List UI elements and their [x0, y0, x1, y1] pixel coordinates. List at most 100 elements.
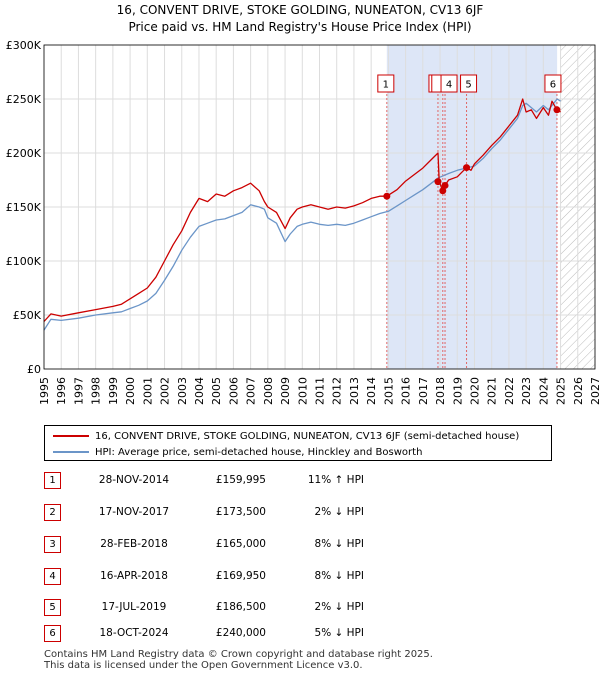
sale-number-badge: 5 [44, 599, 61, 616]
x-tick-label: 2008 [262, 377, 275, 405]
y-tick-label: £200K [6, 147, 42, 160]
sale-marker-box [440, 74, 458, 93]
y-tick-label: £100K [6, 255, 42, 268]
x-tick-label: 2027 [589, 377, 600, 405]
x-tick-label: 2020 [468, 377, 481, 405]
sale-row: 3 28-FEB-2018 £165,000 8% ↓ HPI [44, 536, 464, 554]
x-tick-label: 2000 [124, 377, 137, 405]
x-tick-label: 2019 [451, 377, 464, 405]
legend-hpi-entry: HPI: Average price, semi-detached house,… [53, 445, 422, 459]
sale-date: 17-JUL-2019 [101, 601, 167, 613]
sale-hpi-diff: 5% ↓ HPI [314, 627, 364, 639]
y-tick-label: £50K [13, 309, 42, 322]
x-tick-label: 2025 [555, 377, 568, 405]
sale-row: 4 16-APR-2018 £169,950 8% ↓ HPI [44, 568, 464, 586]
y-tick-label: £150K [6, 201, 42, 214]
x-tick-label: 2016 [400, 377, 413, 405]
footer: Contains HM Land Registry data © Crown c… [44, 649, 433, 671]
x-tick-label: 2007 [245, 377, 258, 405]
x-tick-label: 2012 [331, 377, 344, 405]
sale-price: £173,500 [215, 506, 266, 518]
chart-title-line2: Price paid vs. HM Land Registry's House … [128, 20, 472, 34]
sale-date: 28-NOV-2014 [98, 474, 170, 486]
x-tick-label: 2010 [296, 377, 309, 405]
sale-marker-label: 6 [550, 80, 556, 91]
legend-price-entry: 16, CONVENT DRIVE, STOKE GOLDING, NUNEAT… [53, 429, 519, 443]
sale-point [463, 164, 471, 172]
y-tick-label: £250K [6, 93, 42, 106]
x-tick-label: 2023 [520, 377, 533, 405]
legend-price-swatch [53, 435, 89, 437]
sale-marker-label: 4 [446, 80, 452, 91]
x-tick-label: 1995 [38, 377, 51, 405]
legend-hpi-swatch [53, 451, 89, 453]
x-tick-label: 2026 [572, 377, 585, 405]
sale-number-badge: 1 [44, 472, 61, 489]
sale-date: 16-APR-2018 [100, 570, 168, 582]
chart-title: 16, CONVENT DRIVE, STOKE GOLDING, NUNEAT… [0, 2, 600, 36]
legend: 16, CONVENT DRIVE, STOKE GOLDING, NUNEAT… [44, 425, 552, 461]
y-tick-label: £300K [6, 39, 42, 52]
x-tick-label: 1996 [55, 377, 68, 405]
x-tick-label: 2013 [348, 377, 361, 405]
x-tick-label: 2001 [141, 377, 154, 405]
x-tick-label: 2021 [486, 377, 499, 405]
x-tick-label: 2017 [417, 377, 430, 405]
footer-licence: This data is licensed under the Open Gov… [44, 660, 363, 671]
hpi-line [43, 98, 561, 331]
chart-title-line1: 16, CONVENT DRIVE, STOKE GOLDING, NUNEAT… [116, 3, 484, 17]
sale-price: £159,995 [215, 474, 266, 486]
price-paid-line [43, 98, 561, 322]
sale-point [439, 187, 447, 195]
x-tick-label: 2005 [210, 377, 223, 405]
sale-marker-label: 1 [383, 80, 389, 91]
x-tick-label: 1999 [107, 377, 120, 405]
x-tick-label: 2006 [227, 377, 240, 405]
sale-price: £169,950 [215, 570, 266, 582]
x-tick-label: 2003 [176, 377, 189, 405]
sale-point [434, 178, 442, 186]
x-tick-label: 2002 [159, 377, 172, 405]
sale-date: 28-FEB-2018 [100, 538, 168, 550]
sale-hpi-diff: 2% ↓ HPI [314, 506, 364, 518]
x-tick-label: 2011 [314, 377, 327, 405]
sale-hpi-diff: 11% ↑ HPI [307, 474, 364, 486]
x-tick-label: 2018 [434, 377, 447, 405]
sale-marker-label: 5 [465, 80, 471, 91]
x-tick-label: 2009 [279, 377, 292, 405]
sale-number-badge: 4 [44, 568, 61, 585]
sale-point [383, 192, 391, 200]
sale-hpi-diff: 8% ↓ HPI [314, 538, 364, 550]
x-tick-label: 2024 [537, 377, 550, 405]
x-tick-label: 2022 [503, 377, 516, 405]
x-tick-label: 2004 [193, 377, 206, 405]
y-tick-label: £0 [27, 363, 41, 376]
sale-marker-box [377, 74, 395, 93]
sale-row: 5 17-JUL-2019 £186,500 2% ↓ HPI [44, 599, 464, 617]
sale-number-badge: 6 [44, 625, 61, 642]
x-tick-label: 1997 [72, 377, 85, 405]
sale-row: 1 28-NOV-2014 £159,995 11% ↑ HPI [44, 472, 464, 490]
plot-frame [43, 44, 596, 370]
sale-number-badge: 3 [44, 536, 61, 553]
x-tick-label: 2014 [365, 377, 378, 405]
legend-price-label: 16, CONVENT DRIVE, STOKE GOLDING, NUNEAT… [95, 430, 520, 442]
sale-marker-box [544, 74, 562, 93]
sale-hpi-diff: 2% ↓ HPI [314, 601, 364, 613]
sale-price: £165,000 [215, 538, 266, 550]
price-chart: 1 4 5 6 £0 £50K £100K £150K £200K £250K £300K 1995 1… [6, 39, 600, 405]
sale-point [553, 106, 561, 114]
sale-marker-box [460, 74, 478, 93]
sale-price: £240,000 [215, 627, 266, 639]
sale-date: 17-NOV-2017 [98, 506, 170, 518]
sale-price: £186,500 [215, 601, 266, 613]
sale-date: 18-OCT-2024 [99, 627, 169, 639]
sale-hpi-diff: 8% ↓ HPI [314, 570, 364, 582]
sale-point [441, 181, 449, 189]
footer-copyright: Contains HM Land Registry data © Crown c… [44, 649, 433, 660]
legend-hpi-label: HPI: Average price, semi-detached house,… [95, 446, 423, 458]
sale-row: 6 18-OCT-2024 £240,000 5% ↓ HPI [44, 625, 464, 643]
x-tick-label: 2015 [382, 377, 395, 405]
x-tick-label: 1998 [90, 377, 103, 405]
sale-row: 2 17-NOV-2017 £173,500 2% ↓ HPI [44, 504, 464, 522]
